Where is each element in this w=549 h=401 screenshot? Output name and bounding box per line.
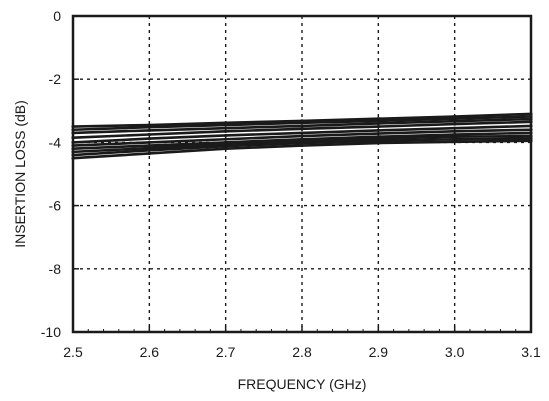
series-point: [376, 125, 380, 129]
series-point: [376, 121, 380, 126]
y-tick-label: -4: [49, 134, 62, 150]
series-point: [224, 121, 228, 125]
series-point: [147, 143, 151, 148]
x-tick-label: 3.0: [445, 344, 465, 360]
series-point: [453, 129, 457, 133]
y-tick-label: -10: [41, 324, 61, 340]
series-point: [376, 137, 380, 141]
series-point: [224, 144, 228, 148]
series-point: [147, 137, 151, 141]
series-point: [300, 139, 304, 143]
series-point: [453, 135, 457, 139]
series-point: [376, 139, 380, 143]
series-point: [147, 146, 151, 150]
y-tick-label: 0: [53, 8, 61, 24]
series-point: [376, 131, 380, 136]
series-point: [147, 140, 151, 144]
x-tick-label: 2.8: [292, 344, 312, 360]
grid-layer: [73, 16, 531, 332]
series-point: [376, 141, 380, 145]
series-point: [147, 123, 151, 127]
series-point: [453, 137, 457, 141]
series-point: [300, 127, 304, 131]
x-tick-label: 2.7: [216, 344, 236, 360]
y-tick-label: -8: [49, 261, 62, 277]
y-tick-label: -2: [49, 71, 62, 87]
series-point: [453, 117, 457, 121]
series-point: [300, 124, 304, 128]
series-point: [224, 142, 228, 146]
series-point: [224, 129, 228, 133]
x-tick-label: 2.6: [140, 344, 160, 360]
series-point: [300, 143, 304, 148]
series-point: [147, 151, 151, 156]
x-tick-layer: 2.5 2.6 2.7 2.8 2.9 3.0 3.1: [63, 326, 541, 360]
series-point: [147, 128, 151, 132]
series-point: [453, 114, 457, 119]
series-point: [300, 121, 304, 125]
x-tick-label: 3.1: [521, 344, 541, 360]
series-point: [453, 122, 457, 126]
y-axis-title: INSERTION LOSS (dB): [12, 100, 28, 248]
series-point: [376, 117, 380, 121]
series-point: [147, 125, 151, 129]
series-point: [147, 148, 151, 152]
y-tick-layer: 0 -2 -4 -6 -8 -10: [41, 8, 79, 340]
series-point: [376, 128, 380, 132]
series-point: [300, 131, 304, 135]
series-layer: [71, 112, 533, 160]
series-point: [300, 141, 304, 145]
series-point: [453, 119, 457, 123]
series-point: [453, 126, 457, 130]
x-tick-label: 2.5: [63, 344, 83, 360]
x-axis-title: FREQUENCY (GHz): [238, 376, 367, 392]
series-point: [453, 140, 457, 144]
series-point: [300, 134, 304, 138]
series-point: [147, 132, 151, 137]
series-point: [224, 126, 228, 130]
series-point: [224, 133, 228, 138]
x-tick-label: 2.9: [369, 344, 389, 360]
series-point: [224, 147, 228, 151]
series-point: [224, 137, 228, 141]
series-point: [224, 123, 228, 127]
series-point: [453, 132, 457, 137]
series-point: [376, 119, 380, 123]
y-tick-label: -6: [49, 198, 62, 214]
